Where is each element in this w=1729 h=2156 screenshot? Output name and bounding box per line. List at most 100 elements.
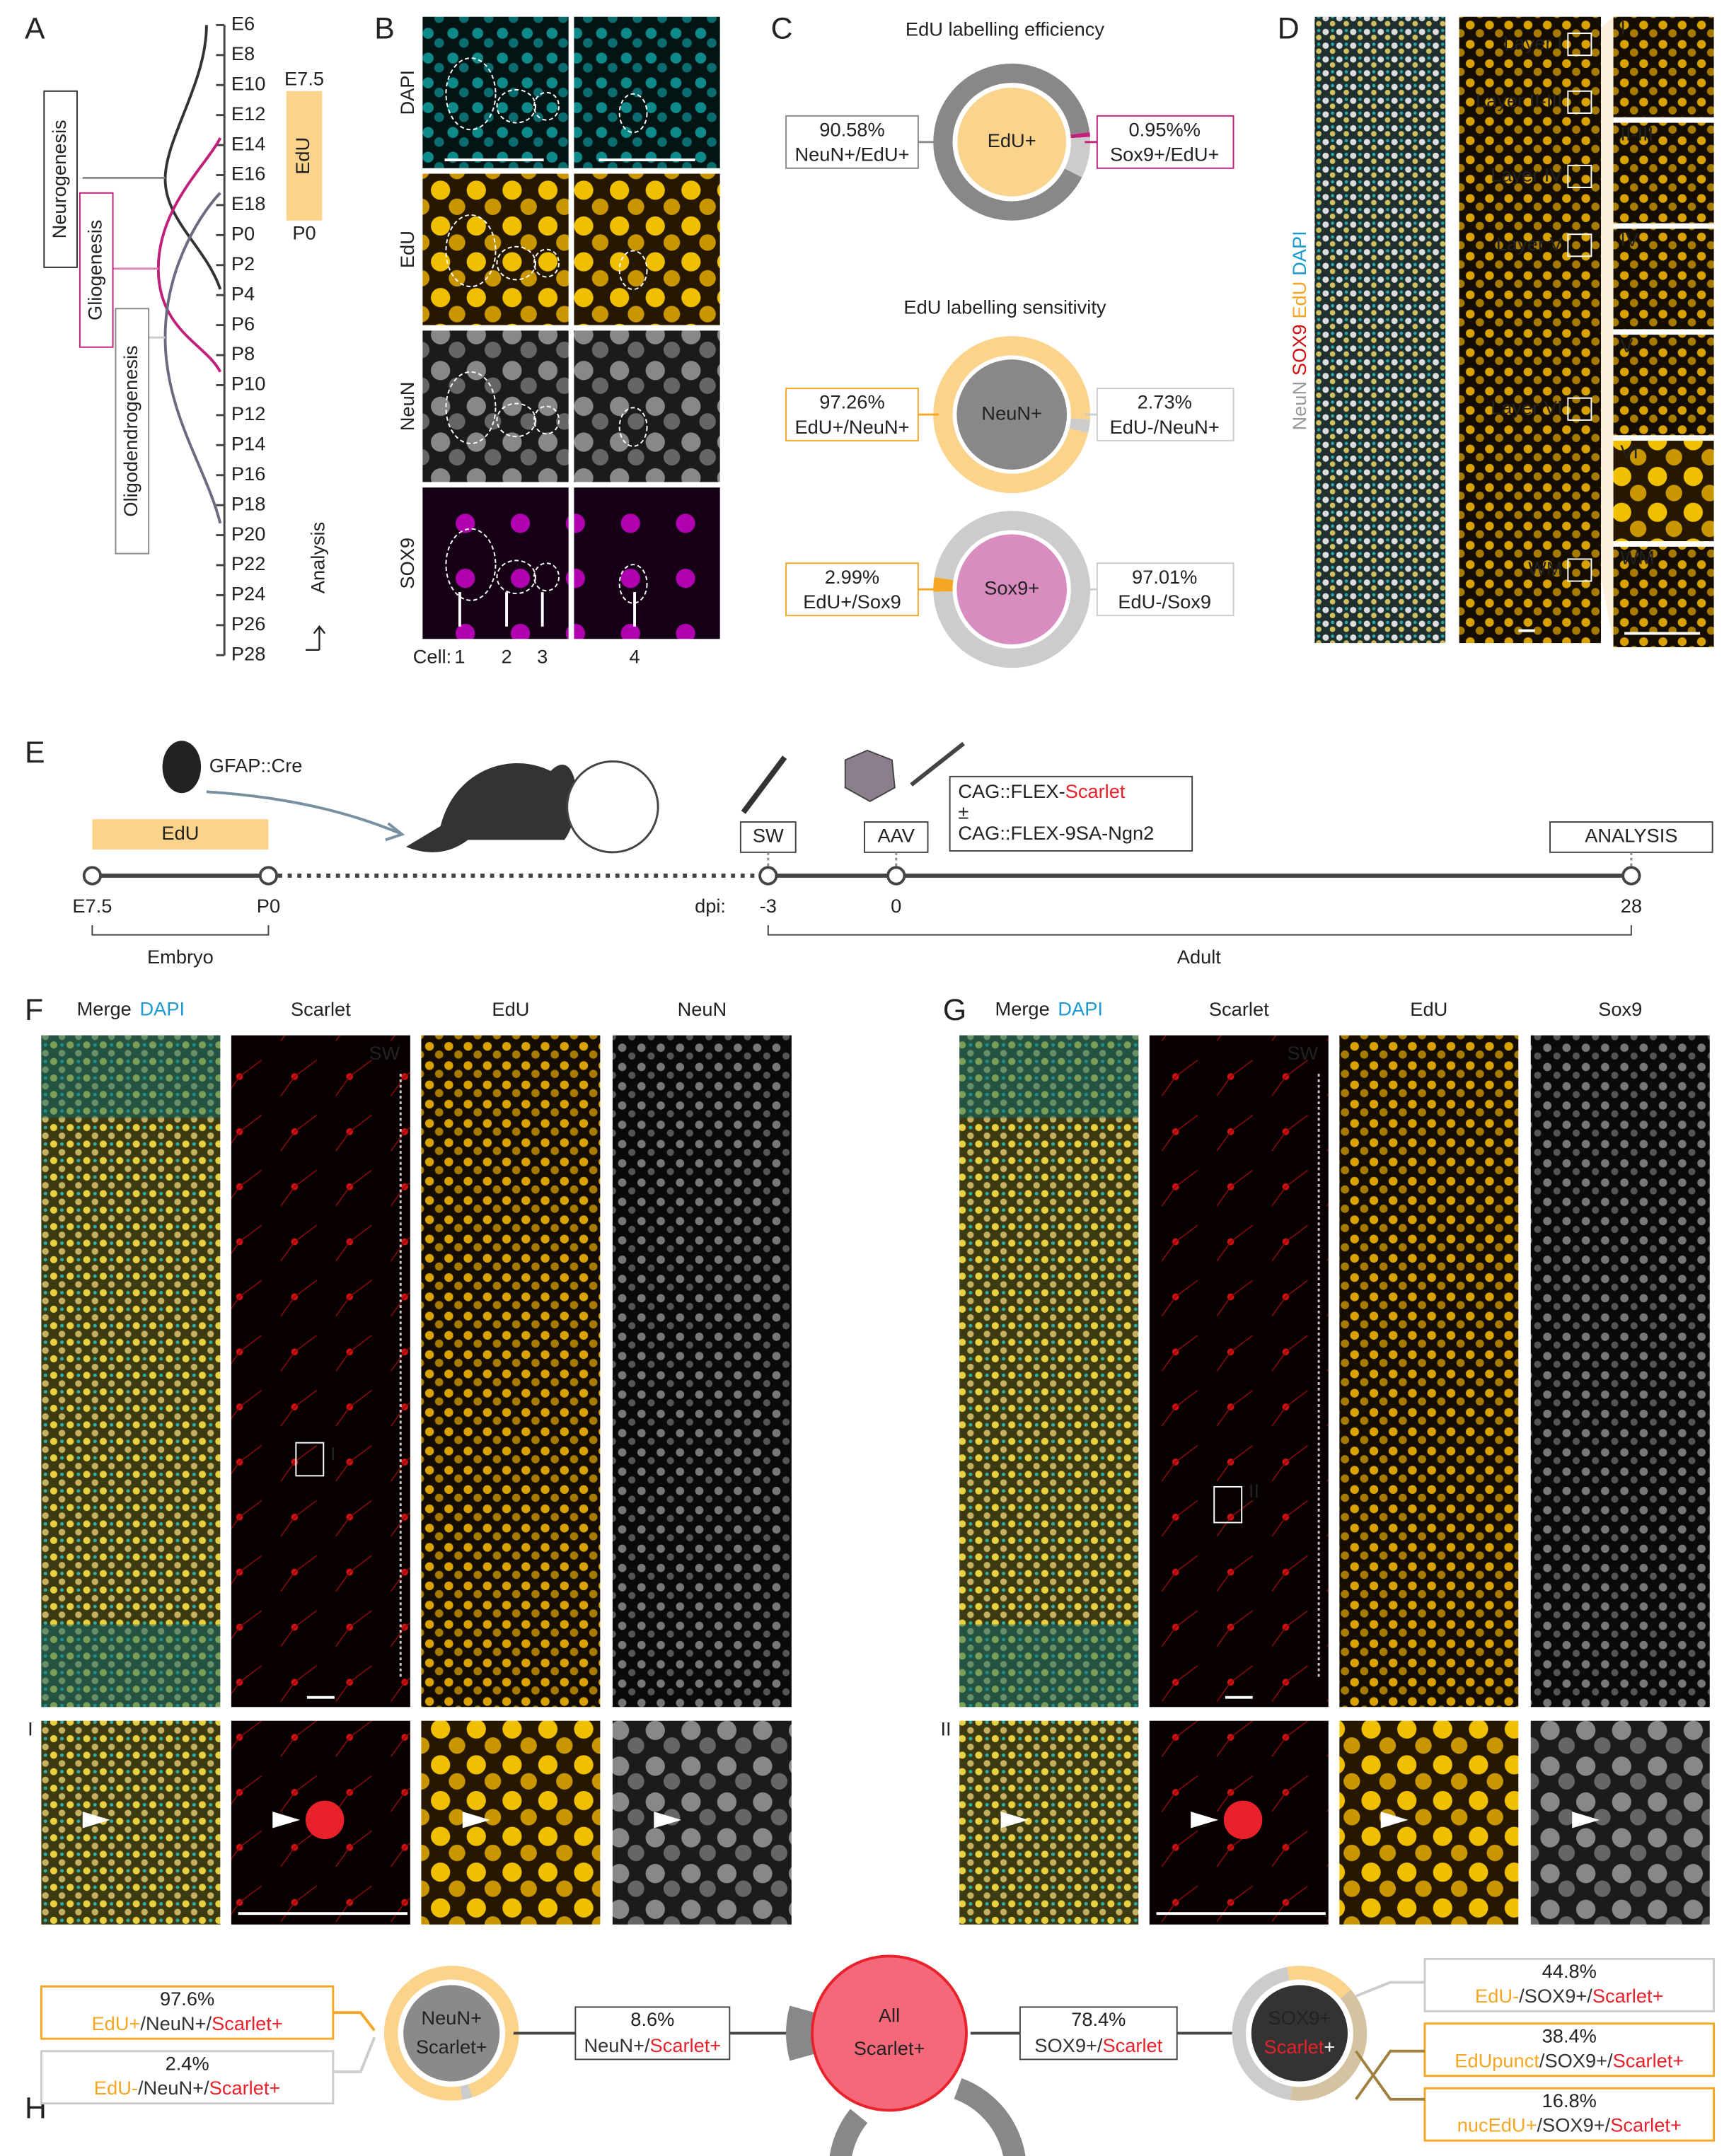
donut-center-label: EdU+ xyxy=(988,129,1036,151)
inset-label: I xyxy=(1620,16,1626,38)
chart-title: EdU labelling sensitivity xyxy=(903,296,1106,318)
cell-outline xyxy=(496,402,536,438)
label-part: Merge xyxy=(995,998,1050,1020)
donut-center xyxy=(956,359,1068,470)
donut-segment xyxy=(933,511,1091,668)
overlay xyxy=(959,1035,1139,1118)
analysis-label: Analysis xyxy=(307,522,329,593)
donut-segment xyxy=(1232,1966,1293,2100)
connector xyxy=(1355,1981,1425,1998)
donut-center-label: SOX9+ xyxy=(1268,2007,1331,2029)
step-box xyxy=(864,821,929,853)
scalpel-icon xyxy=(741,755,787,814)
value-box xyxy=(40,2050,335,2105)
value-sub: EdU-/NeuN+ xyxy=(1110,416,1220,438)
inset xyxy=(1613,441,1714,542)
step-label: ANALYSIS xyxy=(1585,825,1677,847)
timeline-label: P26 xyxy=(231,613,265,634)
timeline-label: E10 xyxy=(231,72,265,94)
arrowhead xyxy=(385,822,405,842)
value-label: 97.26% xyxy=(819,391,884,413)
roi-box xyxy=(1567,397,1592,421)
dpi-label: dpi: xyxy=(695,895,726,917)
value-box xyxy=(40,1985,335,2040)
value-sub: EdU-/Sox9 xyxy=(1118,591,1211,613)
edu-start: E7.5 xyxy=(284,67,324,89)
sw-label: SW xyxy=(369,1042,400,1064)
mouse-label: GFAP::Cre xyxy=(209,754,303,776)
timeline-node xyxy=(82,866,102,886)
connector xyxy=(1355,2049,1425,2101)
value-sub: Sox9+/EdU+ xyxy=(1110,143,1219,165)
phase-box xyxy=(43,90,78,268)
mouse-icon xyxy=(406,763,577,852)
label-part: Scarlet+ xyxy=(1592,1985,1664,2007)
cell-outline xyxy=(496,88,536,124)
inset xyxy=(1613,546,1714,647)
arrowhead-marker xyxy=(462,1812,490,1828)
label-part: Scarlet xyxy=(1065,780,1126,802)
cell-outline xyxy=(445,57,497,131)
donut-center-label: NeuN+ xyxy=(421,2007,482,2029)
column-header: EdU xyxy=(1410,998,1447,1020)
value-box xyxy=(1096,562,1234,617)
label-part: /NeuN+/ xyxy=(138,2077,209,2099)
analysis-arrow xyxy=(305,625,326,651)
cell-number: 1 xyxy=(454,646,465,668)
column-header: Merge DAPI xyxy=(77,998,185,1020)
column-header: Scarlet xyxy=(1209,998,1269,1020)
neurogenesis-curve xyxy=(163,25,222,290)
value-sub: EdUpunct/SOX9+/Scarlet+ xyxy=(1455,2049,1684,2071)
overlay xyxy=(41,1035,221,1118)
label-part: DAPI xyxy=(1058,998,1103,1020)
connector xyxy=(332,2011,376,2032)
micrograph xyxy=(231,1035,410,1708)
value-label: 44.8% xyxy=(1542,1960,1597,1982)
donut-center-label: Scarlet+ xyxy=(1264,2036,1336,2058)
value-label: 8.6% xyxy=(630,2008,674,2030)
roi-box xyxy=(1567,90,1592,114)
inset-label: II-III xyxy=(1620,122,1653,144)
value-box xyxy=(785,115,919,169)
value-label: 97.6% xyxy=(160,1988,214,2010)
label-part: DAPI xyxy=(1288,231,1310,276)
donut-segment xyxy=(1069,418,1090,433)
step-label: AAV xyxy=(878,825,915,847)
cell-outline xyxy=(445,214,497,288)
value-sub: NeuN+/Scarlet+ xyxy=(584,2034,721,2056)
label-part: EdU+ xyxy=(92,2012,141,2034)
tick-label: -3 xyxy=(760,895,777,917)
micrograph xyxy=(1459,16,1602,644)
label-part: SOX9 xyxy=(1288,324,1310,376)
label-part: Merge xyxy=(77,998,132,1020)
value-label: 16.8% xyxy=(1542,2090,1597,2111)
micrograph xyxy=(1530,1035,1710,1708)
micrograph-inset xyxy=(421,1720,601,1925)
cell-soma xyxy=(1223,1800,1263,1840)
panel-letter: G xyxy=(943,993,966,1027)
roi-box xyxy=(1213,1485,1243,1524)
timeline-label: P24 xyxy=(231,583,265,605)
timeline-label: P16 xyxy=(231,463,265,485)
layer-label: Layer I xyxy=(1503,32,1562,54)
timeline-label: P20 xyxy=(231,523,265,545)
tick-label: E7.5 xyxy=(72,895,112,917)
panel-letter: A xyxy=(25,12,45,46)
donut-segment xyxy=(786,2005,819,2061)
label-part: + xyxy=(1324,2036,1335,2058)
label-part: EdU- xyxy=(1475,1985,1519,2007)
timeline-label: P28 xyxy=(231,642,265,664)
bracket xyxy=(767,925,1632,936)
donut-center-label: NeuN+ xyxy=(981,402,1042,424)
label-part: Scarlet+ xyxy=(1610,2114,1682,2136)
label-part: /SOX9+/ xyxy=(1539,2049,1613,2071)
cell-outline xyxy=(618,564,648,604)
roi-box xyxy=(1567,33,1592,57)
micrograph xyxy=(574,330,720,482)
tick-label: P0 xyxy=(257,895,280,917)
edu-end: P0 xyxy=(292,221,316,243)
inset xyxy=(1613,335,1714,436)
micrograph-inset xyxy=(959,1720,1139,1925)
micrograph xyxy=(422,173,569,325)
